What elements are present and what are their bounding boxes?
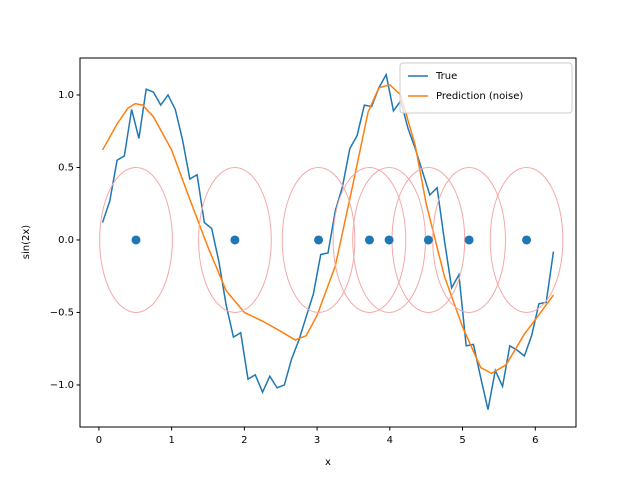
x-tick-label: 5 (459, 435, 465, 446)
radius-ring (332, 166, 407, 313)
radius-ring (489, 166, 564, 313)
x-tick-label: 1 (168, 435, 174, 446)
scatter-point (131, 235, 141, 245)
scatter-point (522, 235, 532, 245)
y-tick-label: 0.5 (58, 162, 74, 173)
x-axis-label: x (325, 457, 331, 468)
y-tick-label: 1.0 (58, 90, 74, 101)
x-tick-label: 3 (314, 435, 320, 446)
y-axis-label: sin(2x) (21, 225, 32, 260)
y-tick-label: −1.0 (50, 380, 74, 391)
axes-frame (79, 57, 577, 428)
line-series (101, 83, 555, 375)
scatter-point (464, 235, 474, 245)
plot-area (99, 72, 564, 410)
legend-box (399, 62, 573, 114)
x-tick-label: 2 (241, 435, 247, 446)
scatter-point (423, 235, 433, 245)
scatter-point (364, 235, 374, 245)
y-tick-label: −0.5 (50, 307, 74, 318)
radius-ring (198, 166, 272, 313)
legend-label: Prediction (noise) (436, 91, 523, 102)
legend-label: True (435, 71, 457, 82)
scatter-point (230, 235, 240, 245)
scatter-point (384, 235, 394, 245)
radius-ring (99, 166, 173, 313)
line-series (101, 72, 555, 410)
x-tick-label: 6 (532, 435, 538, 446)
scatter-point (314, 235, 324, 245)
y-tick-label: 0.0 (58, 235, 74, 246)
radius-ring (281, 166, 356, 313)
x-tick-label: 4 (387, 435, 393, 446)
x-tick-label: 0 (96, 435, 102, 446)
